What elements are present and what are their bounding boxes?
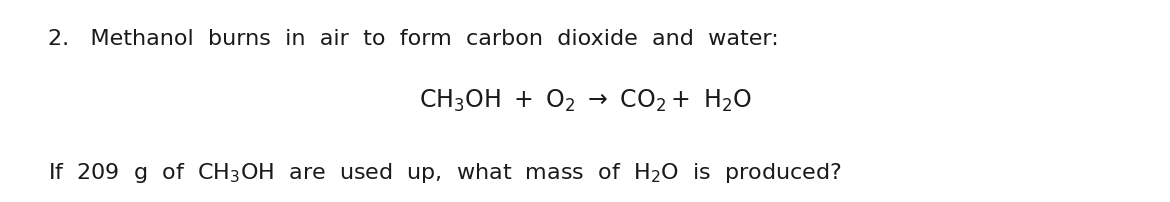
Text: $\mathregular{CH_3OH\ +\ O_2\ \rightarrow\ CO_2+\ H_2O}$: $\mathregular{CH_3OH\ +\ O_2\ \rightarro… <box>419 88 751 114</box>
Text: If  209  g  of  $\mathregular{CH_3OH}$  are  used  up,  what  mass  of  $\mathre: If 209 g of $\mathregular{CH_3OH}$ are u… <box>48 161 842 185</box>
Text: 2.   Methanol  burns  in  air  to  form  carbon  dioxide  and  water:: 2. Methanol burns in air to form carbon … <box>48 29 779 49</box>
